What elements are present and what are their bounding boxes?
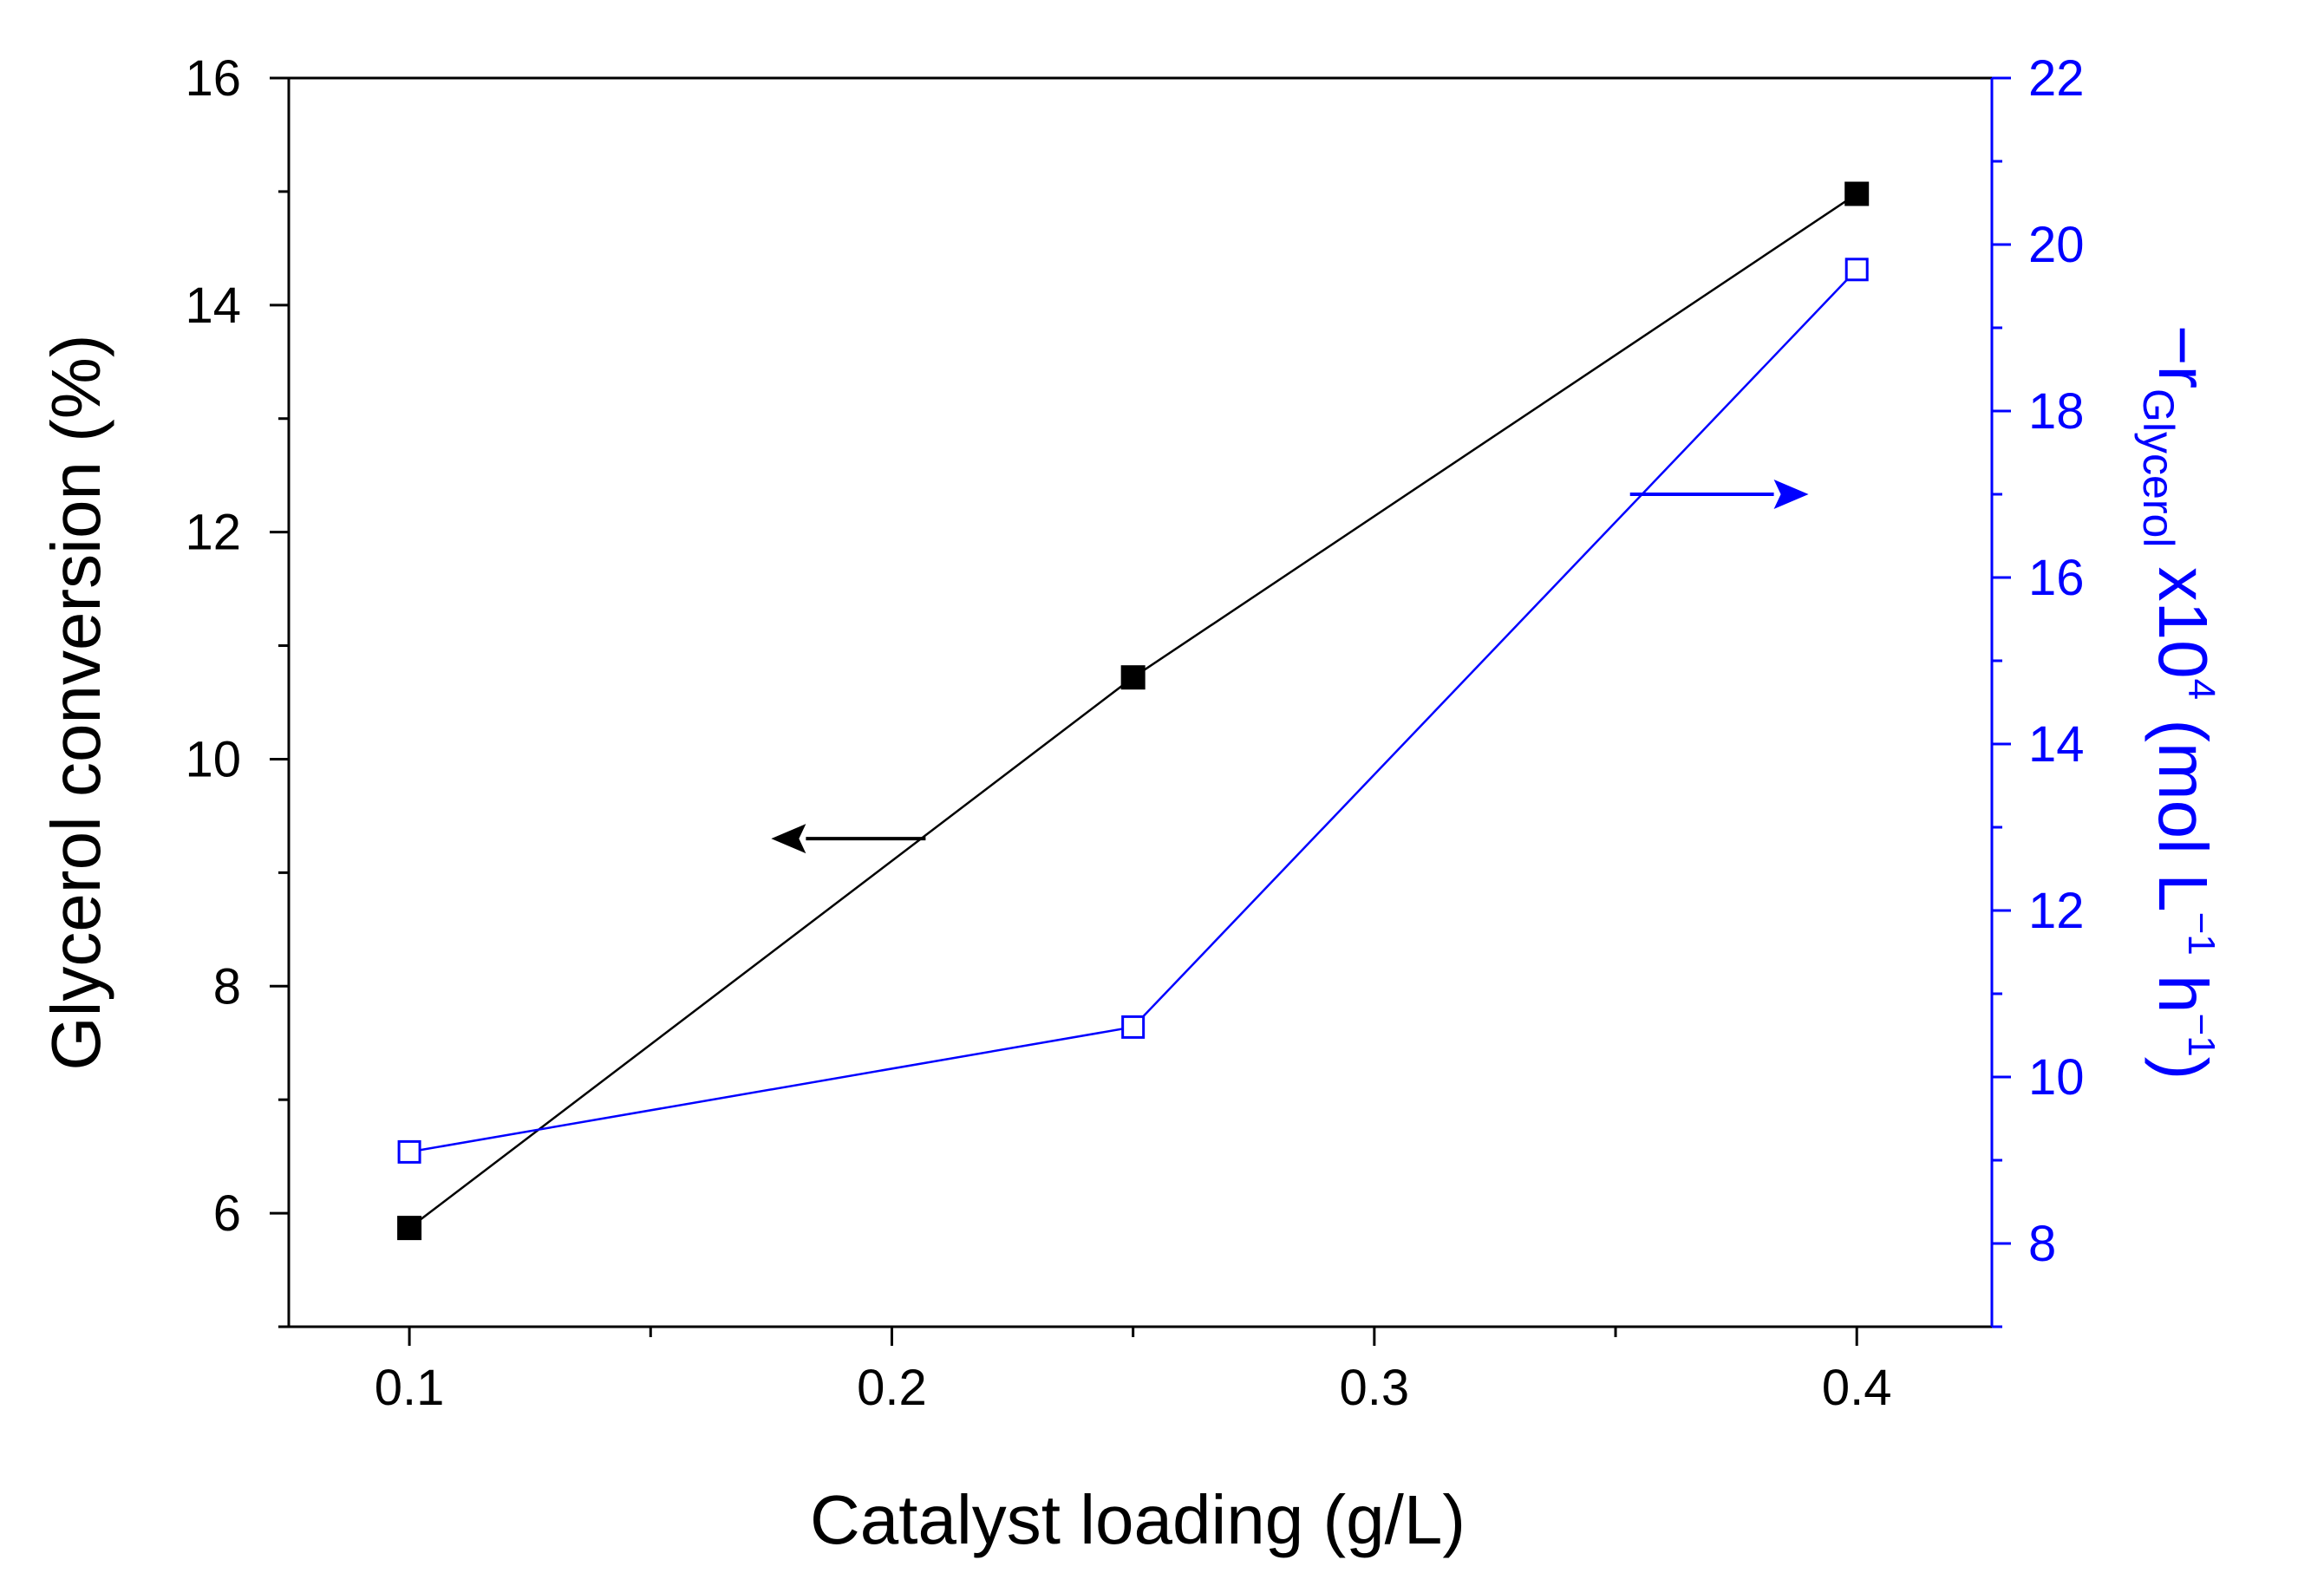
y-axis-title: Glycerol conversion (%): [37, 334, 114, 1070]
y2-title-units-close: ): [2144, 1057, 2222, 1080]
y2-title-prefix: −r: [2144, 325, 2222, 388]
x-tick-label: 0.1: [375, 1360, 445, 1416]
x-axis-title: Catalyst loading (g/L): [810, 1481, 1466, 1558]
data-point-conversion: [1844, 181, 1870, 206]
y-tick-label: 14: [185, 277, 241, 334]
right-arrow-head: [1773, 480, 1809, 509]
data-point-conversion: [1120, 665, 1146, 690]
y2-title-power: 4: [2180, 679, 2223, 700]
y2-title-units-power2: −1: [2180, 1014, 2223, 1057]
y2-tick-label: 10: [2028, 1049, 2085, 1106]
data-point-conversion: [397, 1216, 422, 1241]
y2-tick-label: 22: [2028, 50, 2085, 107]
series-line-conversion: [408, 193, 1857, 1230]
left-arrow-head: [771, 824, 806, 854]
data-point-rate: [1844, 258, 1869, 282]
y-tick-label: 16: [185, 50, 241, 107]
y2-axis-title: −rGlycerol x104 (mol L−1 h−1): [2134, 325, 2223, 1080]
y-tick-label: 10: [185, 731, 241, 787]
y2-title-subscript: Glycerol: [2134, 388, 2183, 547]
y-tick-label: 6: [213, 1185, 241, 1242]
y2-tick-label: 20: [2028, 217, 2085, 273]
y2-title-units-power1: −1: [2180, 912, 2223, 956]
y2-tick-label: 16: [2028, 550, 2085, 606]
x-tick-label: 0.3: [1340, 1360, 1410, 1416]
y-tick-label: 8: [213, 958, 241, 1015]
x-tick-label: 0.2: [857, 1360, 927, 1416]
y2-tick-label: 18: [2028, 383, 2085, 440]
y2-title-middle: x10: [2144, 547, 2222, 678]
y2-tick-label: 14: [2028, 716, 2085, 773]
x-tick-label: 0.4: [1822, 1360, 1892, 1416]
data-point-rate: [397, 1139, 421, 1164]
y2-tick-label: 12: [2028, 883, 2085, 939]
y2-title-units-middle: h: [2144, 956, 2222, 1014]
y-tick-label: 12: [185, 505, 241, 561]
y2-tick-label: 8: [2028, 1216, 2056, 1272]
data-point-rate: [1121, 1015, 1146, 1039]
y2-title-units-open: (mol L: [2144, 700, 2222, 912]
